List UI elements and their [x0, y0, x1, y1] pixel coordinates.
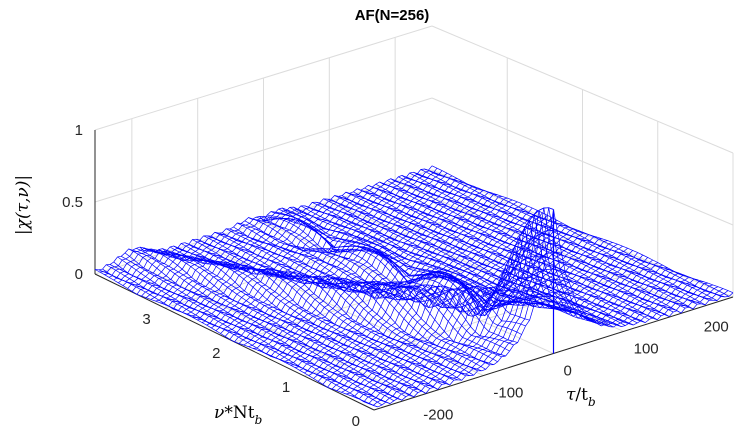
mesh-line-tau: [106, 264, 387, 403]
mesh-line-tau: [218, 232, 506, 357]
mesh-line-tau: [431, 165, 734, 294]
mesh-line-tau: [270, 211, 562, 311]
mesh-line-tau: [259, 216, 550, 315]
surface-mesh: [94, 165, 734, 408]
mesh-line-tau: [327, 198, 622, 327]
mesh-line-tau: [274, 212, 566, 313]
mesh-line-tau: [297, 209, 590, 321]
mesh-line-tau: [300, 205, 594, 321]
mesh-line-tau: [428, 169, 730, 297]
mesh-line-tau: [368, 184, 666, 315]
x-axis-label: τ/tb: [566, 385, 596, 409]
mesh-line-tau: [136, 247, 419, 393]
mesh-line-tau: [214, 231, 502, 358]
x-tick-label: 200: [704, 318, 729, 335]
mesh-line-tau: [180, 243, 466, 377]
mesh-line-tau: [416, 173, 718, 301]
mesh-line-tau: [409, 172, 710, 301]
mesh-line-tau: [401, 175, 702, 305]
x-axis-label-main: τ: [566, 385, 576, 405]
mesh-line-tau: [360, 189, 658, 321]
mesh-line-tau: [240, 223, 530, 321]
mesh-line-tau: [143, 250, 427, 394]
mesh-line-tau: [371, 186, 670, 317]
mesh-line-tau: [252, 218, 542, 313]
mesh-line-tau: [147, 249, 430, 389]
mesh-line-tau: [289, 206, 582, 309]
mesh-line-tau: [345, 191, 642, 321]
chart-title: AF(N=256): [355, 7, 430, 24]
mesh-line-tau: [356, 188, 654, 318]
mesh-line-tau: [151, 248, 434, 388]
mesh-line-tau: [124, 252, 407, 398]
mesh-line-tau: [315, 201, 610, 327]
mesh-line-tau: [225, 228, 514, 346]
mesh-line-tau: [386, 180, 686, 309]
mesh-line-tau: [334, 195, 630, 324]
mesh-line-tau: [338, 195, 634, 326]
mesh-line-tau: [420, 169, 722, 297]
x-tick-label: -200: [423, 407, 453, 424]
z-tick-label: 1: [75, 122, 83, 139]
mesh-line-tau: [195, 238, 482, 372]
tick-labels: 0 0.5 1 -200 -100 0 100 200 0 1 2 3: [62, 122, 729, 430]
mesh-line-tau: [132, 249, 415, 398]
mesh-line-tau: [188, 244, 474, 376]
mesh-line-tau: [121, 255, 403, 401]
mesh-line-tau: [405, 177, 706, 306]
mesh-line-tau: [94, 269, 375, 407]
mesh-line-tau: [109, 264, 391, 404]
x-axis-label-sub: b: [588, 395, 596, 409]
y-axis-label-sub: b: [255, 413, 263, 427]
mesh-line-tau: [349, 192, 646, 323]
mesh-line-tau: [379, 181, 678, 312]
mesh-line-tau: [117, 256, 399, 399]
y-tick-label: 3: [142, 311, 150, 328]
mesh-line-tau: [282, 207, 574, 306]
mesh-line-tau: [308, 206, 602, 327]
mesh-line-tau: [177, 247, 462, 381]
z-tick-label: 0.5: [62, 194, 83, 211]
y-tick-label: 2: [212, 345, 220, 362]
y-axis-label-main: ν: [214, 403, 224, 423]
x-tick-label: 0: [564, 363, 572, 380]
mesh-line-tau: [162, 248, 446, 384]
x-tick-label: -100: [493, 385, 523, 402]
y-tick-label: 0: [352, 413, 360, 430]
z-axis-label: |χ(τ,ν)|: [13, 175, 33, 235]
x-axis-label-mid: /t: [575, 385, 588, 405]
z-tick-label: 0: [75, 266, 83, 283]
x-tick-label: 100: [634, 340, 659, 357]
y-tick-label: 1: [282, 379, 290, 396]
mesh-line-tau: [210, 235, 498, 363]
mesh-line-tau: [312, 202, 606, 325]
mesh-line-tau: [139, 246, 423, 392]
mesh-line-tau: [184, 242, 470, 376]
mesh-line-tau: [173, 245, 458, 381]
mesh-line-tau: [323, 198, 618, 325]
mesh-line-tau: [98, 269, 379, 408]
mesh-line-tau: [169, 246, 454, 381]
mesh-line-tau: [364, 187, 662, 317]
mesh-line-tau: [319, 202, 614, 328]
mesh-line-tau: [398, 176, 698, 305]
mesh-line-tau: [424, 168, 726, 298]
mesh-line-nu: [346, 227, 703, 395]
mesh-line-tau: [375, 183, 674, 313]
y-axis-label-mid: *Nt: [224, 403, 254, 423]
mesh-line-tau: [248, 217, 538, 309]
mesh-line-tau: [128, 248, 411, 395]
mesh-line-tau: [413, 171, 714, 301]
mesh-line-tau: [113, 261, 395, 402]
mesh-line-tau: [390, 178, 690, 308]
mesh-line-nu: [127, 182, 468, 289]
mesh-line-tau: [255, 216, 546, 317]
y-axis-label: ν*Ntb: [214, 403, 262, 427]
mesh-line-tau: [229, 228, 518, 343]
